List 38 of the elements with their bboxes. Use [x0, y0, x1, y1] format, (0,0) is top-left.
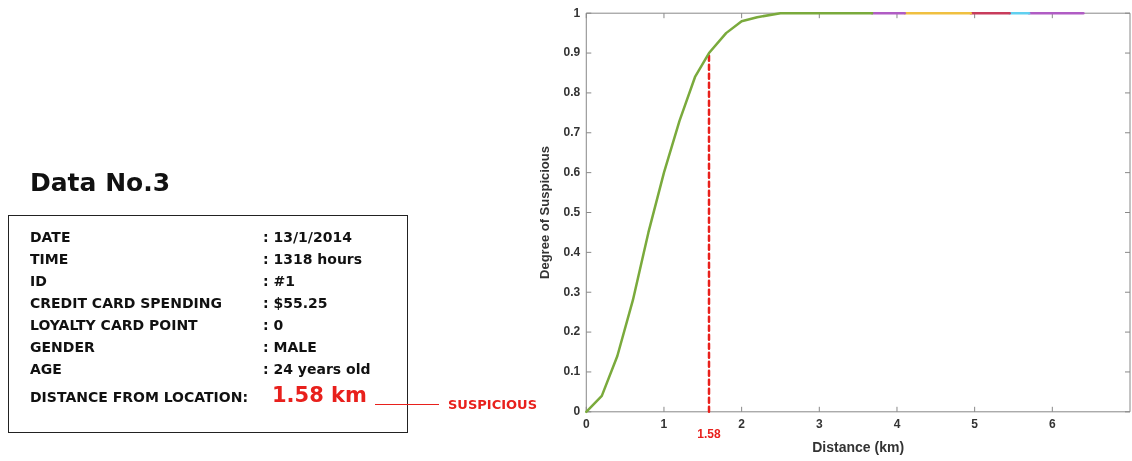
annotation: 1.58	[697, 427, 722, 442]
text: : 1318 hours	[263, 251, 363, 267]
text: ID	[30, 273, 47, 289]
y-tick-label: 0.4	[563, 244, 581, 259]
x-tick-label: 2	[738, 417, 746, 432]
y-tick-label: 0.9	[563, 45, 581, 60]
text: Data No.3	[30, 168, 171, 197]
y-tick-label: 0.2	[563, 324, 581, 339]
y-axis-title: Degree of Suspicious	[537, 146, 553, 279]
y-tick-label: 1	[573, 5, 581, 20]
text: DATE	[30, 229, 71, 245]
x-tick-label: 6	[1048, 417, 1056, 432]
x-tick-label: 3	[815, 417, 823, 432]
x-tick-label: 5	[971, 417, 979, 432]
text: TIME	[30, 251, 69, 267]
text: DISTANCE FROM LOCATION:	[30, 389, 249, 405]
text: : 13/1/2014	[263, 229, 352, 245]
text: : #1	[263, 273, 295, 289]
text: : $55.25	[263, 295, 328, 311]
x-tick-label: 4	[893, 417, 901, 432]
text: : 0	[263, 317, 284, 333]
text: AGE	[30, 361, 62, 377]
y-tick-label: 0.1	[563, 364, 581, 379]
text: 1.58 km	[272, 383, 367, 407]
y-tick-label: 0.7	[563, 125, 581, 140]
text: LOYALTY CARD POINT	[30, 317, 198, 333]
y-tick-label: 0.8	[563, 85, 581, 100]
y-tick-label: 0	[573, 404, 581, 419]
text: GENDER	[30, 339, 95, 355]
y-tick-label: 0.5	[563, 204, 581, 219]
y-tick-label: 0.3	[563, 284, 581, 299]
text: SUSPICIOUS	[448, 397, 537, 412]
text: : 24 years old	[263, 361, 371, 377]
text: CREDIT CARD SPENDING	[30, 295, 222, 311]
x-tick-label: 1	[660, 417, 668, 432]
x-axis-title: Distance (km)	[812, 439, 905, 456]
y-tick-label: 0.6	[563, 164, 581, 179]
text: : MALE	[263, 339, 317, 355]
